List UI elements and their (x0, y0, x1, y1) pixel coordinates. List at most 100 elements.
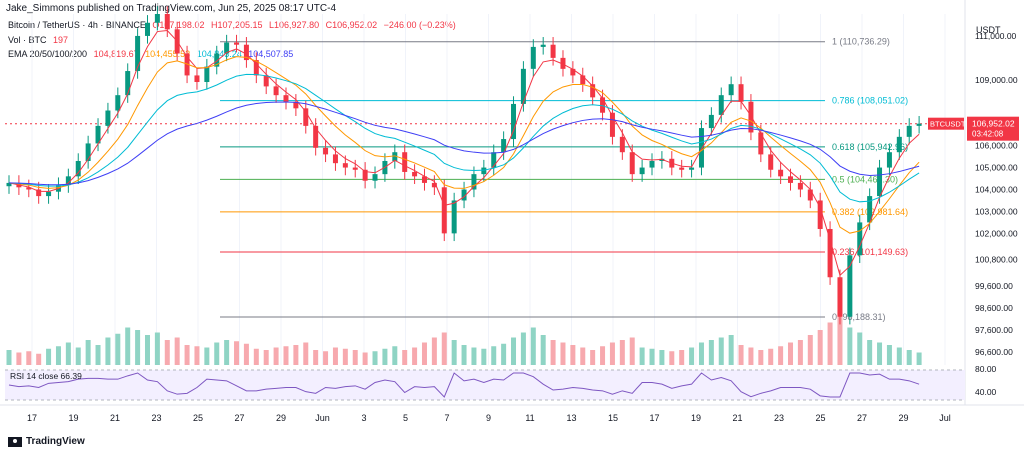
candle-body (234, 42, 240, 45)
rsi-tick-label: 40.00 (975, 387, 997, 397)
volume-bar (135, 330, 141, 365)
ema-20-line (8, 30, 920, 277)
volume-bar (550, 340, 556, 365)
volume-bar (778, 346, 784, 365)
candle-body (788, 176, 794, 183)
volume-bar (174, 337, 180, 365)
volume-bar (817, 330, 823, 365)
volume-bar (857, 332, 863, 365)
candle-body (718, 95, 724, 115)
candle-body (352, 167, 358, 170)
volume-bar (807, 335, 813, 365)
candle-body (738, 84, 744, 102)
ema-200-line (8, 101, 920, 186)
candle-body (95, 125, 101, 144)
volume-bar (352, 350, 358, 365)
volume-bar (649, 348, 655, 365)
time-tick-label: Jul (939, 413, 951, 423)
ohlc-close: C106,952.02 (325, 20, 378, 30)
volume-bar (263, 350, 269, 365)
candle-body (342, 163, 348, 168)
volume-bar (16, 352, 22, 365)
candle-body (283, 95, 289, 102)
volume-bar (154, 332, 160, 365)
candle-body (421, 176, 427, 183)
time-tick-label: 17 (649, 413, 659, 423)
candle-body (135, 35, 141, 72)
ema-20-value: 104,819.67 (93, 49, 139, 59)
volume-bar (431, 337, 437, 365)
candle-body (520, 68, 526, 104)
fib-level-label: 0.618 (105,942.96) (832, 142, 908, 152)
volume-bar (55, 346, 61, 365)
volume-bar (886, 345, 892, 365)
volume-bar (758, 350, 764, 365)
volume-bar (896, 347, 902, 365)
volume-bar (283, 346, 289, 365)
time-tick-label: 27 (857, 413, 867, 423)
volume-bar (95, 345, 101, 365)
volume-bar (85, 340, 91, 365)
candle-body (698, 128, 704, 168)
candle-body (728, 84, 734, 96)
price-tag-box (967, 116, 1019, 141)
time-tick-label: 19 (691, 413, 701, 423)
volume-bar (36, 353, 42, 365)
volume-bar (590, 350, 596, 365)
time-tick-label: 15 (608, 413, 618, 423)
price-tag-symbol: BTCUSDT (930, 120, 966, 129)
candle-body (837, 277, 843, 317)
volume-bar (65, 342, 71, 365)
candle-body (263, 75, 269, 87)
tradingview-logo-icon (8, 436, 22, 447)
volume-value: 197 (53, 35, 69, 45)
candle-body (748, 101, 754, 133)
volume-bar (204, 347, 210, 365)
candle-body (451, 200, 457, 234)
footer-brand: TradingView (8, 436, 85, 447)
volume-bar (916, 352, 922, 365)
volume-bar (698, 342, 704, 365)
time-tick-label: 5 (403, 413, 408, 423)
ohlc-change: −246.00 (−0.23%) (383, 20, 456, 30)
candle-body (758, 132, 764, 155)
candle-body (867, 196, 873, 223)
rsi-band (5, 370, 965, 400)
volume-bar (837, 310, 843, 365)
candle-body (886, 152, 892, 168)
time-tick-label: 9 (486, 413, 491, 423)
volume-bar (669, 351, 675, 365)
candle-body (194, 75, 200, 83)
candle-body (461, 189, 467, 201)
candle-body (580, 75, 586, 85)
volume-bar (461, 345, 467, 365)
time-tick-label: 7 (444, 413, 449, 423)
candle-body (639, 167, 645, 175)
price-tick-label: 103,000.00 (975, 206, 1018, 216)
volume-legend: Vol · BTC 197 (8, 35, 72, 45)
volume-bar (560, 342, 566, 365)
volume-bar (788, 342, 794, 365)
volume-bar (402, 350, 408, 365)
candle-body (679, 167, 685, 170)
price-tick-label: 96,600.00 (975, 347, 1013, 357)
price-tick-label: 102,000.00 (975, 228, 1018, 238)
price-tick-label: 97,600.00 (975, 325, 1013, 335)
volume-bar (748, 347, 754, 365)
candle-body (253, 60, 259, 76)
volume-bar (689, 347, 695, 365)
candle-body (847, 255, 853, 317)
volume-bar (234, 341, 240, 365)
candle-body (649, 160, 655, 168)
candle-body (600, 97, 606, 113)
candle-body (402, 152, 408, 172)
ema-50-value: 104,455.53 (145, 49, 191, 59)
candle-body (827, 228, 833, 278)
volume-bar (847, 327, 853, 365)
candle-body (65, 176, 71, 186)
candle-body (105, 110, 111, 126)
volume-bar (243, 343, 249, 365)
fib-level-label: 0.5 (104,462.30) (832, 174, 898, 184)
time-tick-label: 21 (110, 413, 120, 423)
